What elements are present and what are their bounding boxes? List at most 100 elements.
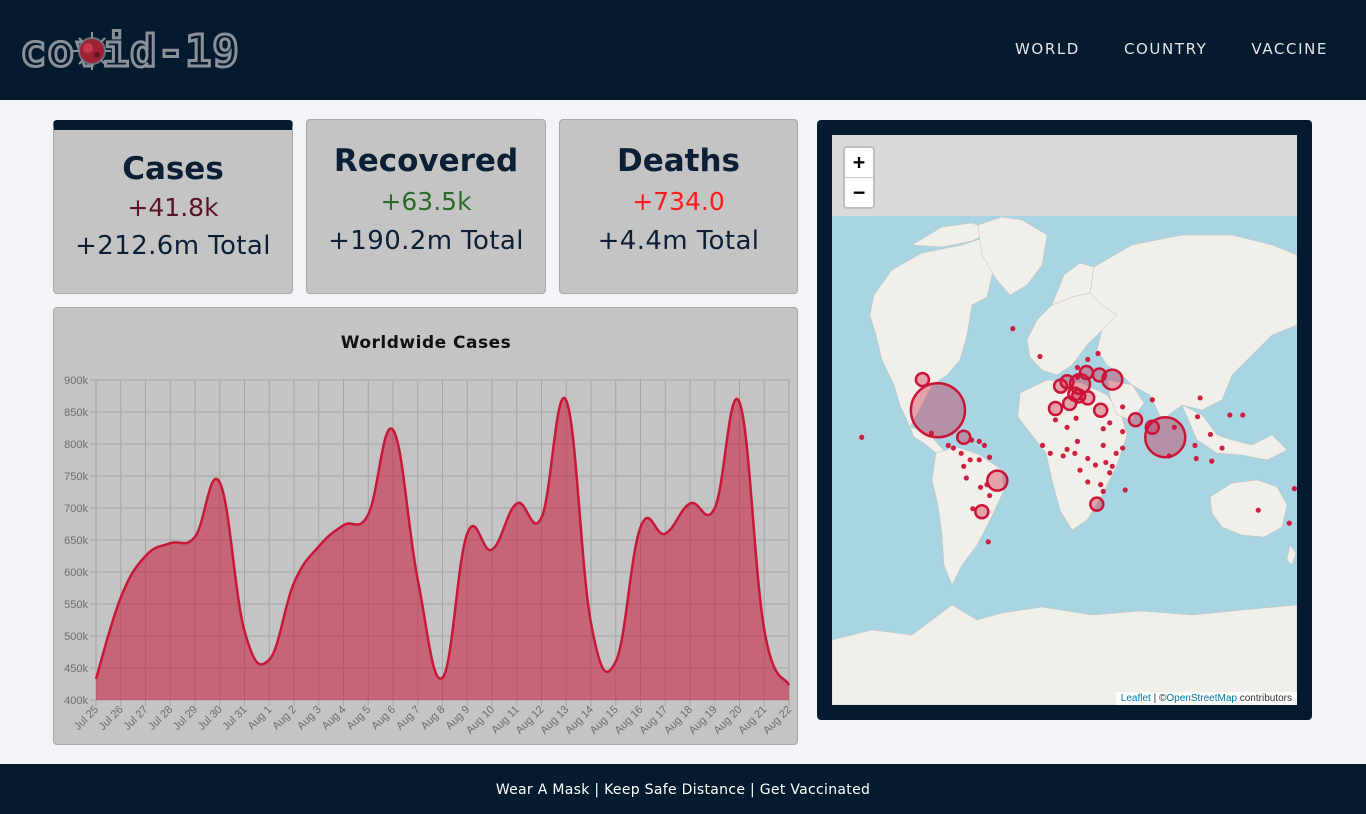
- case-marker[interactable]: [1060, 453, 1066, 459]
- case-marker[interactable]: [1078, 364, 1095, 381]
- case-marker[interactable]: [914, 371, 931, 388]
- case-marker[interactable]: [967, 457, 973, 463]
- case-marker[interactable]: [1059, 374, 1075, 390]
- case-marker[interactable]: [1047, 450, 1053, 456]
- case-marker[interactable]: [1089, 496, 1105, 512]
- recovered-card: Recovered +63.5k +190.2m Total: [306, 119, 546, 294]
- case-marker[interactable]: [1085, 356, 1091, 363]
- case-marker[interactable]: [1100, 488, 1106, 494]
- cases-point: [615, 660, 617, 662]
- case-marker[interactable]: [1085, 455, 1091, 462]
- case-marker[interactable]: [1100, 442, 1106, 448]
- leaflet-link[interactable]: Leaflet: [1120, 693, 1151, 704]
- case-marker[interactable]: [1052, 417, 1059, 423]
- case-marker[interactable]: [1010, 326, 1016, 332]
- case-marker[interactable]: [981, 442, 988, 448]
- case-marker[interactable]: [1120, 445, 1126, 451]
- case-marker[interactable]: [1291, 486, 1297, 492]
- case-marker[interactable]: [1103, 459, 1109, 466]
- case-marker[interactable]: [986, 492, 993, 499]
- case-marker[interactable]: [1074, 438, 1081, 444]
- case-marker[interactable]: [1064, 446, 1070, 452]
- case-marker[interactable]: [1219, 445, 1225, 451]
- case-marker[interactable]: [1085, 479, 1091, 485]
- deaths-total: +4.4m Total: [597, 226, 760, 256]
- case-marker[interactable]: [958, 450, 964, 456]
- cases-point: [689, 502, 691, 504]
- case-marker[interactable]: [859, 434, 865, 440]
- case-marker[interactable]: [1073, 415, 1079, 421]
- case-marker[interactable]: [1074, 374, 1081, 380]
- case-marker[interactable]: [1092, 462, 1099, 468]
- case-marker[interactable]: [1037, 353, 1043, 360]
- case-marker[interactable]: [1240, 412, 1246, 418]
- case-marker[interactable]: [1080, 390, 1096, 406]
- case-marker[interactable]: [1072, 450, 1078, 456]
- case-marker[interactable]: [1109, 463, 1115, 469]
- case-marker[interactable]: [1227, 412, 1233, 418]
- zoom-in-button[interactable]: +: [852, 150, 866, 174]
- case-marker[interactable]: [961, 463, 967, 469]
- cases-point: [392, 429, 394, 431]
- case-marker[interactable]: [945, 442, 951, 448]
- case-marker[interactable]: [1047, 400, 1064, 417]
- case-marker[interactable]: [1098, 482, 1104, 488]
- case-marker[interactable]: [1120, 404, 1126, 410]
- case-marker[interactable]: [1061, 395, 1078, 412]
- nav-world[interactable]: WORLD: [1014, 40, 1080, 58]
- case-marker[interactable]: [1120, 429, 1126, 435]
- case-marker[interactable]: [1039, 442, 1046, 448]
- cases-point: [318, 545, 320, 547]
- cases-point: [738, 401, 740, 403]
- case-marker[interactable]: [1122, 487, 1128, 493]
- case-marker[interactable]: [1107, 470, 1113, 476]
- case-marker[interactable]: [1077, 467, 1083, 473]
- case-marker[interactable]: [909, 381, 967, 439]
- case-marker[interactable]: [1091, 367, 1108, 383]
- case-marker[interactable]: [976, 457, 982, 463]
- case-marker[interactable]: [1113, 450, 1119, 456]
- case-marker[interactable]: [1192, 442, 1198, 448]
- case-marker[interactable]: [984, 482, 990, 488]
- case-marker[interactable]: [1197, 395, 1203, 401]
- case-marker[interactable]: [986, 454, 993, 460]
- case-marker[interactable]: [968, 437, 975, 443]
- zoom-out-button[interactable]: −: [845, 177, 873, 206]
- case-marker[interactable]: [977, 484, 984, 490]
- case-marker[interactable]: [1171, 424, 1177, 430]
- case-marker[interactable]: [1149, 397, 1155, 403]
- nav-country[interactable]: COUNTRY: [1123, 40, 1208, 58]
- nav-vaccine[interactable]: VACCINE: [1251, 40, 1328, 58]
- case-marker[interactable]: [1064, 424, 1070, 430]
- case-marker[interactable]: [1194, 414, 1201, 420]
- y-tick-label: 400k: [64, 695, 88, 707]
- world-map[interactable]: + − Leaflet | ©OpenStreetMap contributor…: [832, 135, 1297, 705]
- case-marker[interactable]: [1092, 402, 1109, 418]
- case-marker[interactable]: [1144, 419, 1161, 436]
- case-marker[interactable]: [1193, 455, 1199, 462]
- case-marker[interactable]: [1095, 350, 1101, 357]
- case-marker[interactable]: [956, 429, 972, 445]
- case-marker[interactable]: [1127, 412, 1144, 428]
- case-marker[interactable]: [1107, 420, 1113, 426]
- case-marker[interactable]: [974, 503, 990, 520]
- case-marker[interactable]: [1207, 431, 1214, 438]
- case-marker[interactable]: [970, 506, 976, 512]
- case-marker[interactable]: [1209, 458, 1215, 464]
- case-marker[interactable]: [1074, 364, 1081, 371]
- case-marker[interactable]: [950, 445, 957, 451]
- case-marker[interactable]: [986, 469, 1009, 492]
- case-marker[interactable]: [928, 430, 935, 436]
- covid-19-logo[interactable]: covid-19: [18, 24, 268, 77]
- case-marker[interactable]: [985, 539, 991, 545]
- covid-logo-graphic: covid-19: [19, 25, 241, 77]
- case-marker[interactable]: [963, 475, 969, 481]
- y-tick-label: 450k: [64, 663, 88, 675]
- case-marker[interactable]: [1255, 507, 1261, 513]
- case-marker[interactable]: [1166, 453, 1172, 459]
- case-marker[interactable]: [976, 438, 982, 444]
- case-marker[interactable]: [1100, 426, 1106, 432]
- case-marker[interactable]: [1286, 520, 1292, 526]
- openstreetmap-link[interactable]: OpenStreetMap: [1166, 693, 1237, 704]
- cases-point: [466, 532, 468, 534]
